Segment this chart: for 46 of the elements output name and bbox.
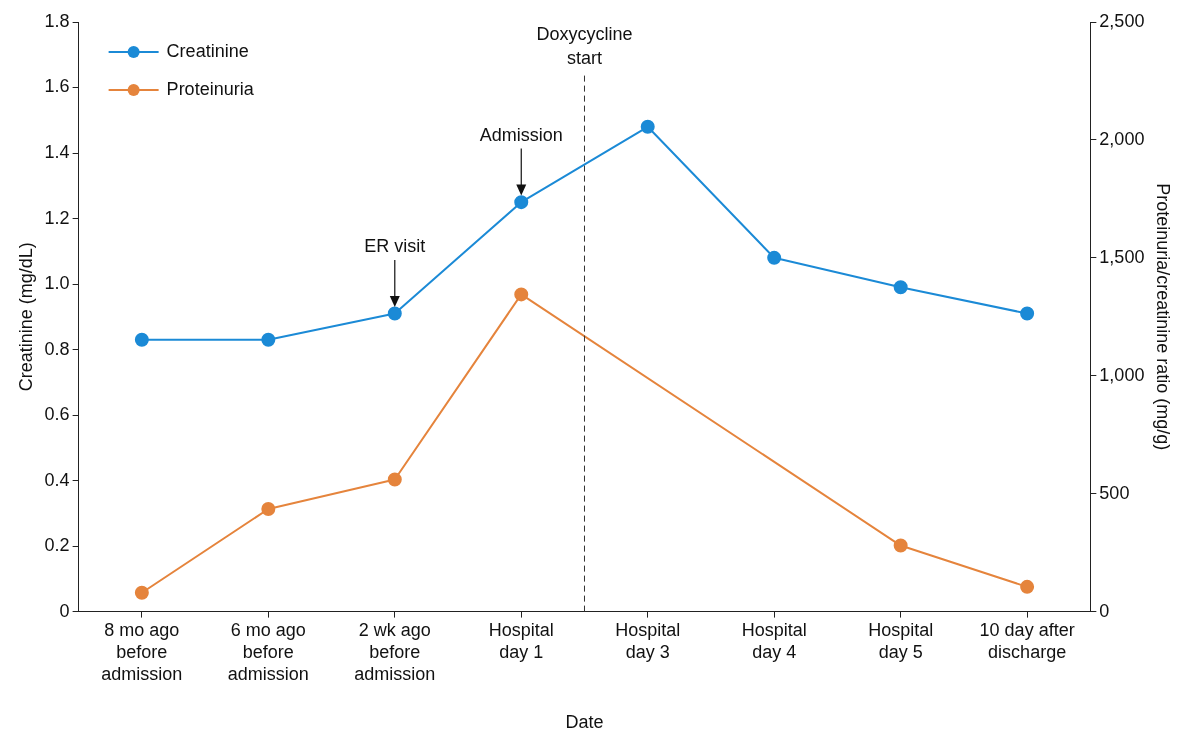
y-tick-label: 0.8	[44, 338, 70, 359]
point	[640, 119, 655, 134]
legend-label: Proteinuria	[166, 78, 255, 99]
point	[514, 287, 529, 302]
point	[387, 472, 402, 487]
x-tick-label: 2 wk ago before admission	[354, 620, 436, 684]
point	[1020, 579, 1035, 594]
y-axis-title: Creatinine (mg/dL)	[15, 242, 36, 392]
point	[261, 502, 276, 517]
point	[514, 195, 529, 210]
point	[1020, 306, 1035, 321]
y2-tick-label: 500	[1099, 482, 1130, 503]
x-axis-title: Date	[565, 712, 604, 733]
x-tick-label: Hospital day 5	[868, 620, 934, 662]
annotation: Doxycycline start	[536, 24, 633, 68]
point	[134, 332, 149, 347]
annotation: ER visit	[364, 235, 426, 256]
x-tick-label: 6 mo ago before admission	[227, 620, 309, 684]
y-tick-label: 1.0	[44, 273, 70, 294]
y-tick-label: 0.6	[44, 404, 70, 425]
point	[767, 250, 782, 265]
y-tick-label: 0.4	[44, 469, 70, 490]
legend-label: Creatinine	[166, 40, 249, 61]
y-tick-label: 1.4	[44, 141, 70, 162]
y-tick-label: 0	[59, 600, 70, 621]
y2-tick-label: 1,500	[1099, 246, 1145, 267]
y-tick-label: 1.8	[44, 10, 70, 31]
y-tick-label: 0.2	[44, 535, 70, 556]
x-tick-label: 8 mo ago before admission	[101, 620, 183, 684]
point	[134, 585, 149, 600]
x-tick-label: Hospital day 3	[615, 620, 681, 662]
y2-tick-label: 1,000	[1099, 364, 1145, 385]
x-tick-label: Hospital day 4	[741, 620, 807, 662]
x-tick-label: 10 day after discharge	[979, 620, 1075, 662]
y2-tick-label: 0	[1099, 600, 1110, 621]
y-tick-label: 1.2	[44, 207, 70, 228]
point	[261, 332, 276, 347]
annotation: Admission	[479, 124, 563, 145]
y2-tick-label: 2,500	[1099, 10, 1145, 31]
x-tick-label: Hospital day 1	[488, 620, 554, 662]
y2-axis-title: Proteinuria/creatinine ratio (mg/g)	[1153, 183, 1174, 451]
y-tick-label: 1.6	[44, 76, 70, 97]
point	[387, 306, 402, 321]
point	[893, 280, 908, 295]
point	[893, 538, 908, 553]
y2-tick-label: 2,000	[1099, 128, 1145, 149]
